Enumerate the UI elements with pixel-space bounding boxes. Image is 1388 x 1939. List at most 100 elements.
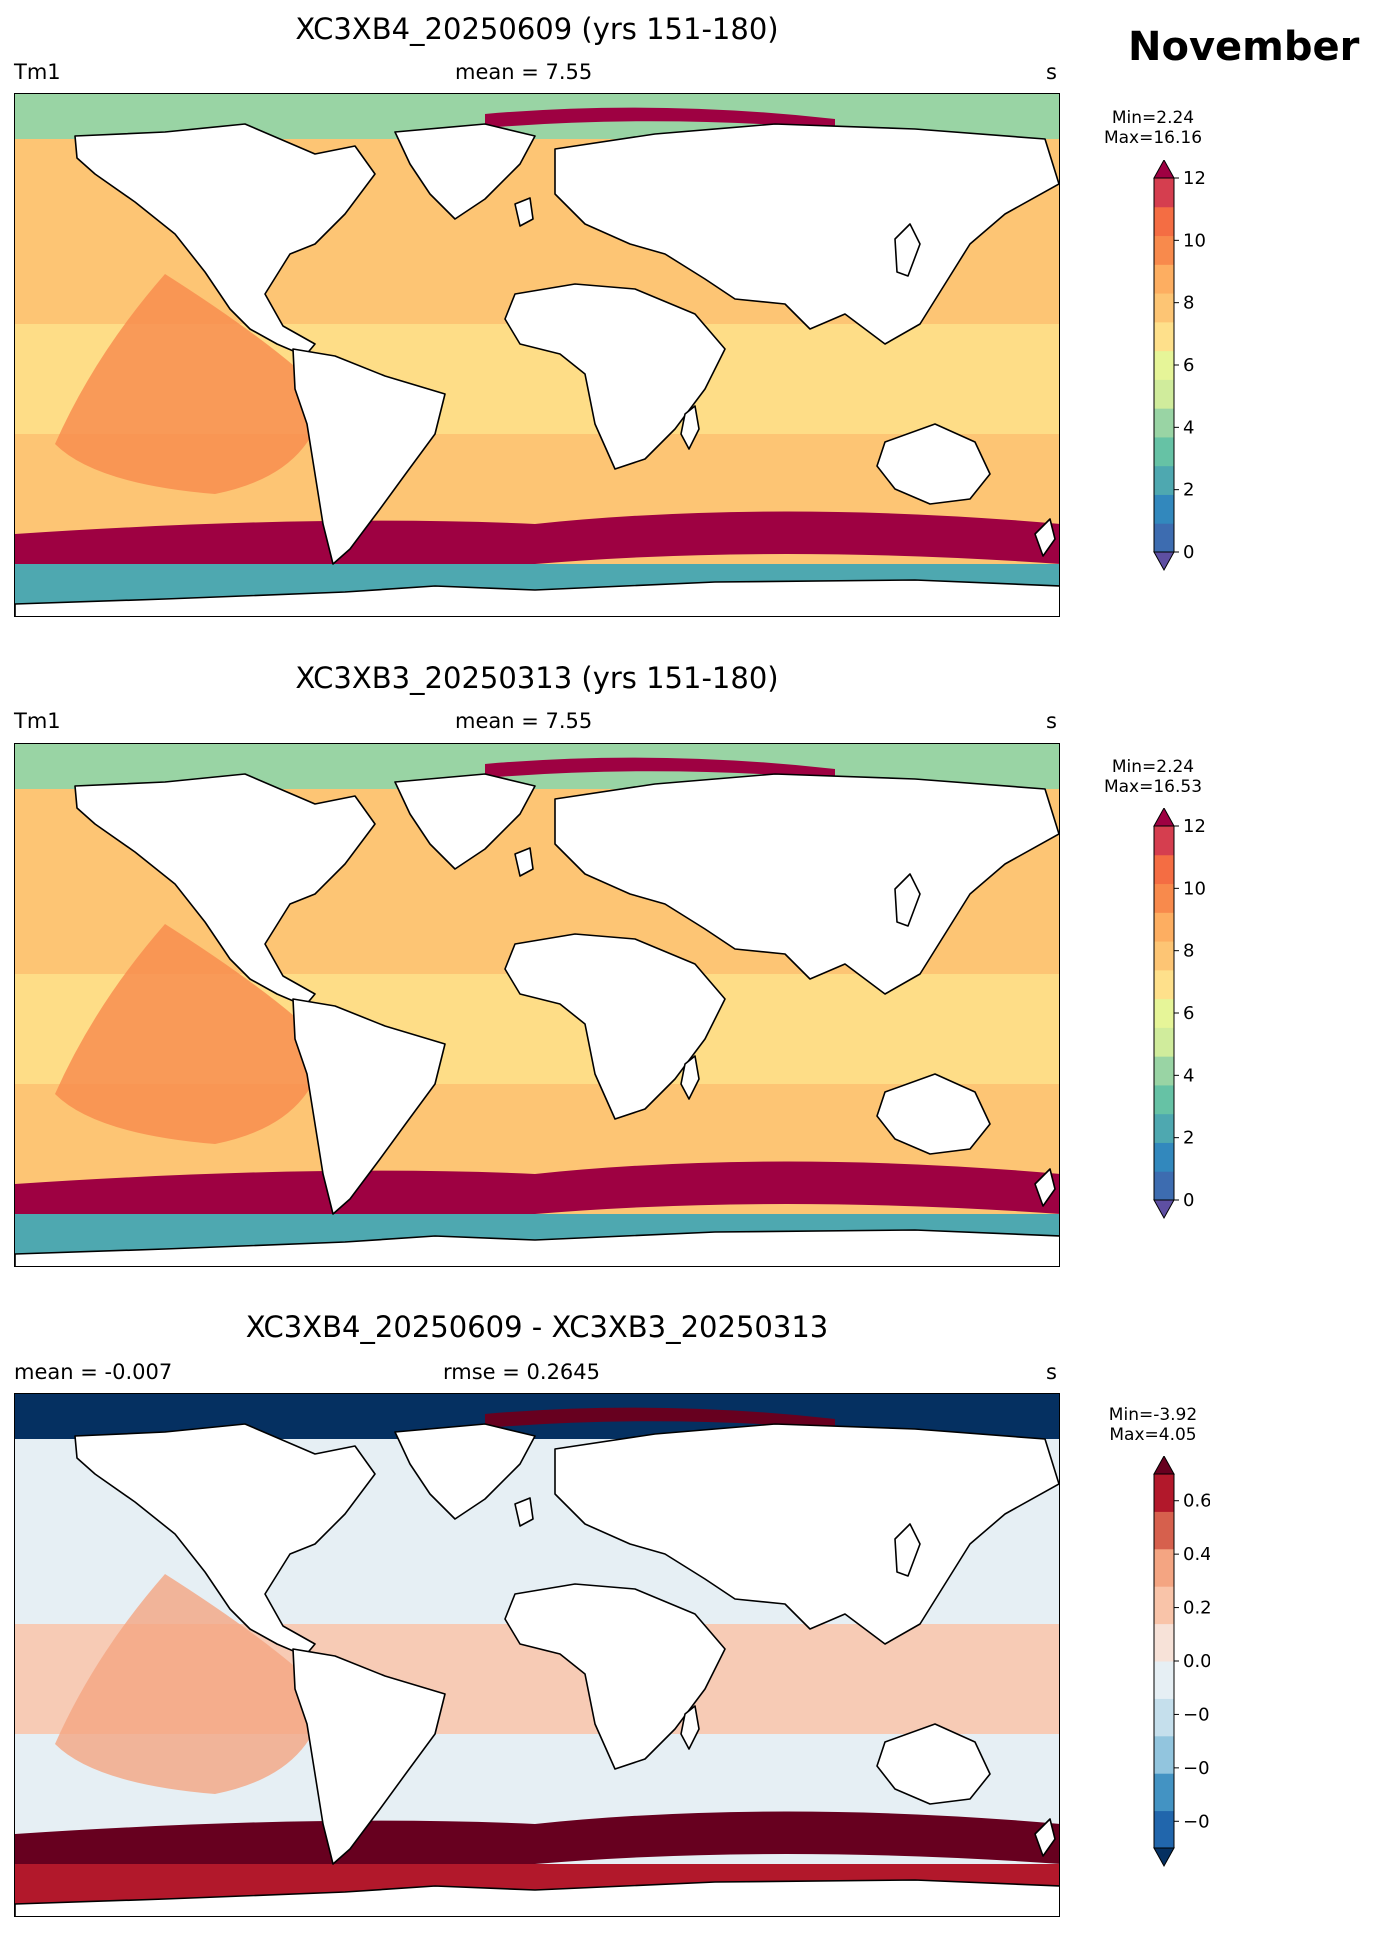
pacific-field <box>55 924 325 1144</box>
land-south-america <box>292 1648 446 1865</box>
month-label: November <box>1128 24 1360 70</box>
colorbar-swatch <box>1154 1698 1174 1737</box>
colorbar-extend-max <box>1153 1454 1175 1475</box>
pacific-field <box>55 1574 325 1794</box>
colorbar-tick-label: 6 <box>1183 1003 1194 1024</box>
colorbar-tick-label: 0 <box>1183 542 1194 563</box>
land-antarctica <box>15 1229 1059 1266</box>
colorbar-tick-label: 8 <box>1183 293 1194 314</box>
colorbar-swatch <box>1154 350 1174 380</box>
land-eurasia <box>554 773 1059 995</box>
panel-1-variable-label: Tm1 <box>14 60 61 84</box>
panel-1-units-label: s <box>1046 60 1057 84</box>
land-madagascar <box>680 1055 700 1100</box>
land-uk <box>514 197 534 227</box>
land-south-america <box>292 348 446 565</box>
colorbar-tick-label: 0.2 <box>1183 1598 1210 1619</box>
panel-1-mean-label: mean = 7.55 <box>455 60 593 84</box>
colorbar-tick-label: 4 <box>1183 1065 1194 1086</box>
panel-2-colorbar-svg: 0 2 4 6 8 10 12 <box>1153 806 1206 1220</box>
panel-1-colorbar: 0 2 4 6 8 10 12 <box>1100 158 1210 604</box>
land-antarctica <box>15 579 1059 616</box>
panel-2-units-label: s <box>1046 709 1057 733</box>
colorbar-tick-label: −0.6 <box>1183 1811 1210 1832</box>
panel-1-map <box>14 93 1060 617</box>
land-south-america <box>292 998 446 1215</box>
panel-2-colorbar: 0 2 4 6 8 10 12 <box>1100 806 1210 1252</box>
land-greenland <box>394 1423 536 1520</box>
colorbar-swatch <box>1154 854 1174 885</box>
panel-2-title: XC3XB3_20250313 (yrs 151-180) <box>295 661 779 695</box>
colorbar-tick-label: 0.4 <box>1183 1544 1210 1565</box>
land-australia <box>876 1723 991 1805</box>
southern-ocean-band <box>15 511 1059 565</box>
colorbar-swatch <box>1154 1027 1174 1057</box>
colorbar-swatch <box>1154 235 1174 265</box>
land-australia <box>876 1073 991 1155</box>
colorbar-extend-max <box>1153 158 1175 179</box>
colorbar-swatch <box>1154 465 1174 495</box>
panel-3-colorbar: −0.6 −0.4 −0.2 0.0 0.2 0.4 0.6 <box>1100 1454 1227 1900</box>
panel-2-mean-label: mean = 7.55 <box>455 709 593 733</box>
panel-1-max-label: Max=16.16 <box>1103 128 1203 148</box>
colorbar-extend-max <box>1153 806 1175 827</box>
colorbar-tick-label: 4 <box>1183 417 1194 438</box>
land-japan <box>894 1523 921 1577</box>
colorbar-swatch <box>1154 1623 1174 1662</box>
panel-3-rmse-label: rmse = 0.2645 <box>443 1360 601 1384</box>
panel-3-max-label: Max=4.05 <box>1109 1425 1197 1445</box>
land-uk <box>514 1497 534 1527</box>
southern-ocean-band <box>15 1811 1059 1864</box>
colorbar-tick-label: 0.6 <box>1183 1491 1210 1512</box>
colorbar-swatch <box>1154 941 1174 971</box>
colorbar-extend-min <box>1153 551 1175 572</box>
colorbar-swatch <box>1154 264 1174 294</box>
colorbar-swatch <box>1154 293 1174 323</box>
colorbar-tick-label: 10 <box>1183 878 1206 899</box>
land-north-america <box>74 773 376 1007</box>
colorbar-swatch <box>1154 436 1174 467</box>
north-atlantic-band <box>485 757 835 779</box>
land-eurasia <box>554 123 1059 345</box>
land-madagascar <box>680 1705 700 1750</box>
colorbar-swatch <box>1154 321 1174 352</box>
colorbar-tick-label: −0.4 <box>1183 1758 1210 1779</box>
panel-2-variable-label: Tm1 <box>14 709 61 733</box>
panel-2-map <box>14 743 1060 1267</box>
panel-1-map-svg <box>15 94 1059 616</box>
north-atlantic-band <box>485 107 835 129</box>
panel-2-min-label: Min=2.24 <box>1111 757 1195 777</box>
pacific-field <box>55 274 325 494</box>
colorbar-swatch <box>1154 1056 1174 1086</box>
colorbar-tick-label: 0 <box>1183 1190 1194 1211</box>
land-north-america <box>74 123 376 357</box>
colorbar-tick-label: 0.0 <box>1183 1651 1210 1672</box>
land-greenland <box>394 123 536 220</box>
land-japan <box>894 873 921 927</box>
land-australia <box>876 423 991 505</box>
colorbar-swatch <box>1154 1474 1174 1512</box>
colorbar-swatch <box>1154 379 1174 409</box>
colorbar-swatch <box>1154 1773 1174 1812</box>
colorbar-swatch <box>1154 1735 1174 1774</box>
land-new-zealand <box>1034 1818 1056 1857</box>
southern-ocean-band <box>15 1161 1059 1214</box>
land-new-zealand <box>1034 518 1056 557</box>
colorbar-extend-min <box>1153 1847 1175 1868</box>
land-africa <box>504 283 726 470</box>
colorbar-swatch <box>1154 1142 1174 1172</box>
colorbar-tick-label: 12 <box>1183 168 1206 189</box>
land-madagascar <box>680 405 700 450</box>
colorbar-swatch <box>1154 523 1174 553</box>
panel-1-title: XC3XB4_20250609 (yrs 151-180) <box>295 12 779 46</box>
colorbar-swatch <box>1154 912 1174 942</box>
colorbar-swatch <box>1154 1586 1174 1625</box>
land-north-america <box>74 1423 376 1657</box>
colorbar-swatch <box>1154 883 1174 913</box>
land-uk <box>514 847 534 877</box>
colorbar-swatch <box>1154 1511 1174 1550</box>
colorbar-tick-label: 6 <box>1183 355 1194 376</box>
land-africa <box>504 933 726 1120</box>
colorbar-tick-label: 2 <box>1183 480 1194 501</box>
colorbar-swatch <box>1154 998 1174 1028</box>
